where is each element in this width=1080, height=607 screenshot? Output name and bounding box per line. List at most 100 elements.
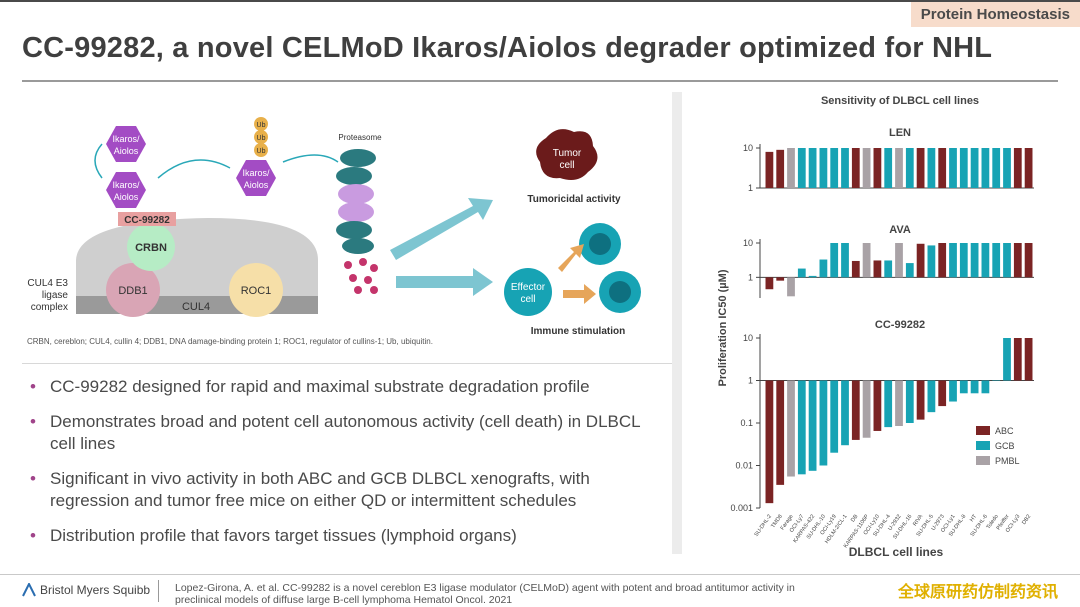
peptide-fragments [344,258,378,294]
bar-cc-99282-15 [927,380,936,413]
bar-ava-17 [949,243,957,278]
y-tick-label: 10 [743,143,753,153]
bar-ava-9 [862,243,871,278]
bullet-text: Significant in vivo activity in both ABC… [50,469,590,510]
bullet-item: • CC-99282 designed for rapid and maximal… [28,376,668,398]
bar-cc-99282-5 [819,380,828,466]
bullet-text: Demonstrates broad and potent cell auton… [50,412,640,453]
logo-separator [158,580,159,602]
bar-ava-12 [895,243,903,278]
bar-len-22 [1003,148,1011,188]
panel-label: LEN [889,127,911,139]
x-tick-label: DB [850,513,859,523]
cul4-label: CUL4 [182,301,210,313]
ubiquitin-chain: Ub Ub Ub [254,117,268,157]
mechanism-diagram: CUL4 CUL4 E3 ligase complex DDB1 CRBN RO… [27,117,641,337]
arrow-immune [396,268,493,296]
bar-len-9 [862,148,871,188]
legend-label-abc: ABC [995,426,1014,436]
svg-text:Ub: Ub [257,148,266,155]
bar-cc-99282-12 [895,380,903,426]
bar-len-11 [884,148,893,188]
crbn-circle [127,223,175,271]
y-tick-label: 1 [748,183,753,193]
bullet-item: • Distribution profile that favors target… [28,525,668,547]
bar-len-24 [1024,148,1033,188]
y-axis-label: Proliferation IC50 (µM) [717,269,729,386]
bar-len-15 [927,148,936,188]
bar-len-13 [905,148,914,188]
x-tick-label: HT [969,513,978,523]
bullet-dot: • [30,412,36,431]
bar-len-23 [1013,148,1022,188]
bar-ava-14 [916,243,925,278]
bar-cc-99282-17 [949,380,957,402]
chart-title: Sensitivity of DLBCL cell lines [821,95,979,107]
y-tick-label: 0.1 [740,418,753,428]
tumoricidal-label: Tumoricidal activity [527,194,621,205]
section-tag: Protein Homeostasis [910,2,1080,27]
bar-len-21 [992,148,1001,188]
effector-label-2: cell [520,294,535,305]
bar-ava-3 [797,268,806,278]
bullet-dot: • [30,469,36,488]
section-divider [22,363,672,364]
tumor-label-1: Tumor [553,148,582,159]
bar-cc-99282-4 [808,380,817,471]
bar-len-8 [851,148,860,188]
ddb1-circle [106,263,160,317]
proteasome-label: Proteasome [338,133,382,142]
key-points-list: • CC-99282 designed for rapid and maximal… [28,376,668,560]
bar-len-2 [787,148,795,188]
bar-ava-5 [819,259,828,278]
bar-ava-1 [776,277,785,281]
y-tick-label: 10 [743,238,753,248]
bullet-dot: • [30,377,36,396]
bar-len-7 [841,148,849,188]
title-rule [22,80,1058,82]
svg-text:Ikaros/: Ikaros/ [112,180,140,190]
proteasome-icon [336,149,376,254]
bar-cc-99282-19 [970,380,979,394]
bar-len-3 [797,148,806,188]
bar-len-0 [765,151,774,188]
legend-swatch-gcb [976,441,990,450]
complex-label-2: ligase [42,290,69,301]
bar-ava-18 [959,243,968,278]
panel-label: AVA [889,224,911,236]
bar-ava-2 [787,277,795,297]
bar-cc-99282-6 [830,380,839,453]
bar-len-5 [819,148,828,188]
bar-ava-19 [970,243,979,278]
legend-label-pmbl: PMBL [995,456,1020,466]
bar-len-12 [895,148,903,188]
svg-text:Aiolos: Aiolos [114,192,139,202]
bar-cc-99282-9 [862,380,871,438]
bar-len-6 [830,148,839,188]
bar-cc-99282-18 [959,380,968,394]
bar-len-14 [916,148,925,188]
tumor-cell-icon [536,129,598,180]
y-tick-label: 10 [743,333,753,343]
bar-len-1 [776,149,785,188]
slide-title: CC-99282, a novel CELMoD Ikaros/Aiolos d… [22,32,993,64]
bar-cc-99282-7 [841,380,849,446]
y-tick-label: 1 [748,272,753,282]
bar-cc-99282-16 [938,380,947,407]
x-tick-label: DB2 [1021,514,1032,526]
activated-cell-nucleus-2 [609,281,631,303]
citation: Lopez-Girona, A. et al. CC-99282 is a no… [175,582,795,606]
bullet-item: • Demonstrates broad and potent cell auto… [28,411,668,455]
bar-len-16 [938,148,947,188]
bar-cc-99282-11 [884,380,893,428]
panel-separator [672,92,682,554]
bar-cc-99282-1 [776,380,785,485]
bar-ava-16 [938,243,947,278]
watermark: 全球原研药仿制药资讯 [897,584,1058,601]
ikaros-top-hexagon: Ikaros/ Aiolos [106,126,146,162]
bar-cc-99282-13 [905,380,914,423]
svg-text:Ikaros/: Ikaros/ [242,168,270,178]
bar-ava-10 [873,260,882,278]
x-axis-label: DLBCL cell lines [849,545,944,559]
bar-cc-99282-23 [1013,338,1022,381]
